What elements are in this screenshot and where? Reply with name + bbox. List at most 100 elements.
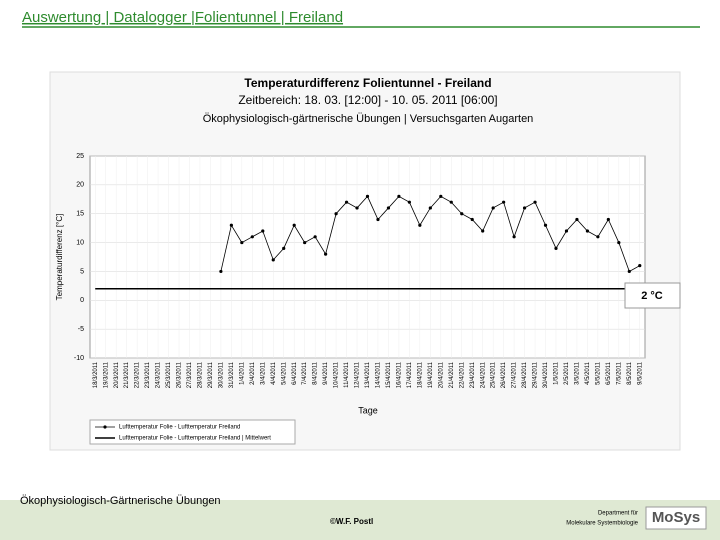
data-point (313, 235, 317, 239)
x-tick-label: 22/4/2011 (459, 361, 465, 388)
chart-subtitle: Ökophysiologisch-gärtnerische Übungen | … (203, 113, 534, 125)
x-tick-label: 7/5/2011 (616, 361, 622, 385)
data-point (271, 258, 275, 262)
x-tick-label: 24/4/2011 (480, 361, 486, 388)
data-point (282, 246, 286, 250)
chart-subtitle: Zeitbereich: 18. 03. [12:00] - 10. 05. 2… (238, 93, 497, 107)
x-tick-label: 21/3/2011 (124, 361, 130, 388)
y-tick-label: -10 (74, 355, 84, 362)
footer-department: Department für (598, 511, 638, 517)
x-tick-label: 18/3/2011 (93, 361, 99, 388)
y-tick-label: 5 (80, 268, 84, 275)
x-tick-label: 5/5/2011 (595, 361, 601, 385)
data-point (470, 217, 474, 222)
data-point (522, 206, 527, 210)
x-tick-label: 2/4/2011 (250, 361, 256, 385)
data-point (334, 212, 338, 216)
x-tick-label: 18/4/2011 (417, 361, 423, 388)
x-tick-label: 14/4/2011 (376, 361, 382, 388)
x-tick-label: 16/4/2011 (396, 361, 402, 388)
x-tick-label: 26/3/2011 (177, 361, 183, 388)
x-tick-label: 9/4/2011 (323, 361, 329, 385)
annotation: 2 °C (641, 290, 663, 302)
data-point (397, 194, 401, 198)
x-tick-label: 11/4/2011 (344, 361, 350, 387)
data-point (324, 252, 328, 256)
data-point (219, 269, 223, 274)
x-tick-label: 26/4/2011 (501, 361, 507, 388)
x-tick-label: 31/3/2011 (229, 361, 235, 388)
data-point (449, 200, 453, 204)
x-tick-label: 29/4/2011 (533, 361, 539, 388)
x-tick-label: 23/3/2011 (145, 361, 151, 388)
x-tick-label: 15/4/2011 (386, 361, 392, 388)
data-point (386, 206, 391, 210)
x-tick-label: 21/4/2011 (449, 361, 455, 388)
x-tick-label: 3/5/2011 (575, 361, 581, 385)
x-tick-label: 5/4/2011 (281, 361, 287, 385)
annotation-box (624, 282, 681, 309)
y-tick-label: 15 (76, 211, 84, 218)
x-tick-label: 24/3/2011 (156, 361, 162, 388)
data-point (596, 235, 600, 239)
x-tick-label: 6/5/2011 (606, 361, 612, 385)
x-tick-label: 8/4/2011 (313, 361, 319, 385)
y-tick-label: 10 (76, 239, 84, 246)
data-point (564, 229, 569, 233)
x-tick-label: 7/4/2011 (302, 361, 308, 385)
data-point (481, 229, 485, 233)
x-tick-label: 27/4/2011 (512, 361, 518, 388)
x-tick-label: 30/4/2011 (543, 361, 549, 388)
data-point (627, 269, 631, 274)
x-tick-label: 19/3/2011 (103, 361, 109, 388)
data-point (554, 246, 558, 250)
x-tick-label: 12/4/2011 (355, 361, 361, 388)
data-point (355, 206, 359, 210)
data-point (638, 264, 642, 268)
y-tick-label: 25 (76, 153, 84, 160)
legend-label: Lufttemperatur Folie - Lufttemperatur Fr… (119, 436, 271, 442)
x-tick-label: 19/4/2011 (428, 361, 434, 388)
data-point (303, 240, 307, 245)
x-tick-label: 20/3/2011 (114, 361, 120, 388)
footer-department: Molekulare Systembiologie (566, 521, 638, 527)
data-point (585, 229, 590, 233)
data-point (418, 223, 422, 227)
data-point (617, 240, 621, 245)
x-tick-label: 28/4/2011 (522, 361, 528, 388)
footer-copyright: ©W.F. Postl (330, 517, 373, 526)
x-tick-label: 13/4/2011 (365, 361, 371, 388)
footer-course: Ökophysiologisch-Gärtnerische Übungen (20, 495, 221, 507)
x-tick-label: 1/4/2011 (239, 361, 245, 385)
data-point (376, 217, 380, 222)
chart-title: Temperaturdifferenz Folientunnel - Freil… (244, 76, 491, 90)
y-tick-label: -5 (78, 326, 84, 333)
data-point (365, 194, 370, 198)
x-tick-label: 17/4/2011 (407, 361, 413, 388)
data-point (606, 217, 610, 222)
x-tick-label: 8/5/2011 (627, 361, 633, 385)
x-tick-label: 20/4/2011 (438, 361, 444, 388)
footer-band (0, 500, 720, 540)
logo-box (645, 506, 707, 530)
x-tick-label: 10/4/2011 (334, 361, 340, 388)
x-tick-label: 1/5/2011 (554, 361, 560, 385)
data-point (240, 240, 244, 245)
y-axis-label: Temperaturdifferenz [°C] (55, 214, 64, 301)
legend-label: Lufttemperatur Folie - Lufttemperatur Fr… (119, 425, 240, 431)
data-point (344, 200, 349, 204)
data-point (543, 223, 548, 227)
x-tick-label: 27/3/2011 (187, 361, 193, 388)
x-tick-label: 9/5/2011 (637, 361, 643, 385)
x-tick-label: 25/3/2011 (166, 361, 172, 388)
logo: MoSys (652, 509, 700, 526)
x-tick-label: 3/4/2011 (260, 361, 266, 385)
legend-marker (103, 425, 107, 429)
x-axis-label: Tage (358, 405, 378, 415)
data-point (575, 217, 579, 222)
data-point (512, 235, 516, 239)
x-tick-label: 29/3/2011 (208, 361, 214, 388)
data-point (502, 200, 506, 204)
y-tick-label: 20 (76, 182, 84, 189)
data-point (292, 223, 296, 227)
